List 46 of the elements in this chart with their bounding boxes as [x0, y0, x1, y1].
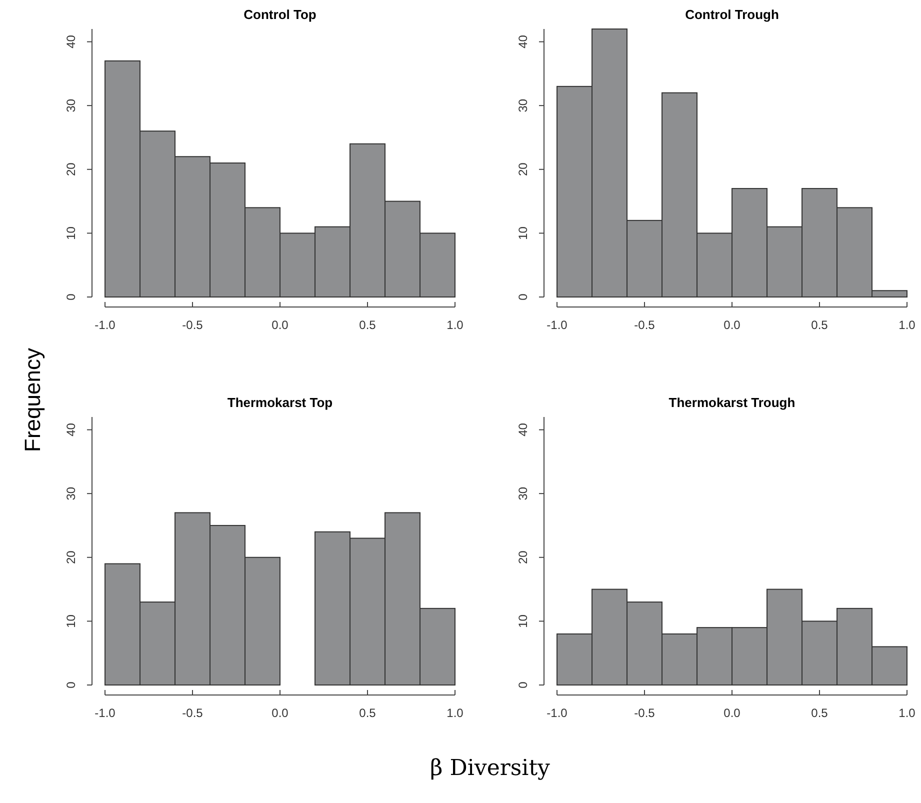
x-tick-label: 0.0 [272, 706, 289, 720]
y-tick-label: 30 [516, 486, 530, 500]
y-tick-label: 40 [64, 422, 78, 436]
y-tick-label: 30 [64, 486, 78, 500]
x-tick-label: 0.5 [811, 318, 828, 332]
chart-title: Thermokarst Top [227, 395, 333, 410]
y-tick-label: 0 [64, 681, 78, 688]
x-tick-label: 0.5 [811, 706, 828, 720]
y-tick-label: 20 [64, 162, 78, 176]
x-tick-label: 0.0 [724, 706, 741, 720]
chart-title: Thermokarst Trough [668, 395, 796, 410]
chart-title: Control Top [244, 7, 316, 22]
x-tick-label: 0.5 [359, 318, 376, 332]
x-tick-label: 0.0 [724, 318, 741, 332]
x-tick-label: 0.0 [272, 318, 289, 332]
x-tick-label: -0.5 [182, 706, 204, 720]
y-tick-label: 40 [516, 422, 530, 436]
x-tick-label: 0.5 [359, 706, 376, 720]
x-tick-label: -1.0 [94, 706, 116, 720]
y-tick-label: 40 [64, 34, 78, 48]
x-tick-label: -0.5 [182, 318, 204, 332]
chart-title: Control Trough [685, 7, 779, 22]
y-tick-label: 20 [516, 162, 530, 176]
y-tick-label: 0 [516, 293, 530, 300]
y-tick-label: 40 [516, 34, 530, 48]
x-axis-title: β Diversity [430, 756, 551, 781]
y-tick-label: 0 [516, 681, 530, 688]
y-tick-label: 20 [516, 550, 530, 564]
y-tick-label: 10 [64, 226, 78, 240]
y-tick-label: 10 [516, 614, 530, 628]
y-tick-label: 30 [516, 98, 530, 112]
y-axis-title: Frequency [20, 348, 45, 452]
y-tick-label: 0 [64, 293, 78, 300]
x-tick-label: -1.0 [94, 318, 116, 332]
y-tick-label: 30 [64, 98, 78, 112]
y-tick-label: 10 [516, 226, 530, 240]
x-tick-label: -1.0 [546, 318, 568, 332]
x-tick-label: -1.0 [546, 706, 568, 720]
y-tick-label: 10 [64, 614, 78, 628]
x-tick-label: 1.0 [446, 318, 464, 332]
x-tick-label: -0.5 [634, 706, 656, 720]
y-tick-label: 20 [64, 550, 78, 564]
x-tick-label: 1.0 [446, 706, 464, 720]
x-tick-label: 1.0 [898, 706, 916, 720]
x-tick-label: -0.5 [634, 318, 656, 332]
x-tick-label: 1.0 [898, 318, 916, 332]
